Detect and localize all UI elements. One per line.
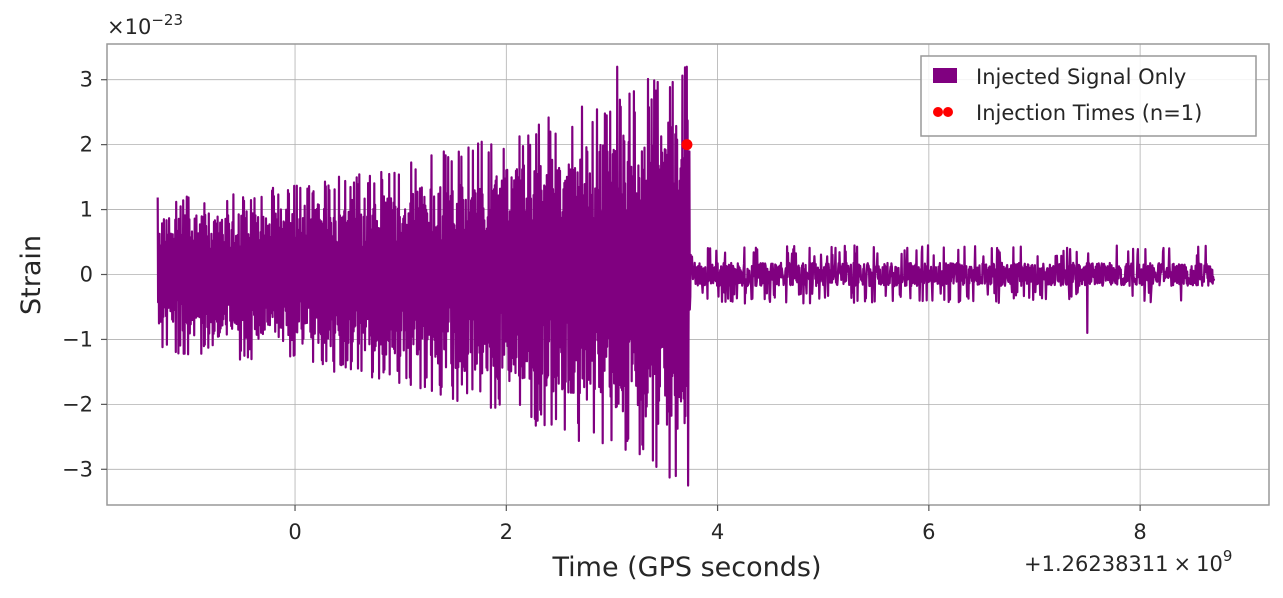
legend-frame	[920, 55, 1257, 137]
x-offset-label: +1.26238311 × 109	[1024, 547, 1232, 576]
legend-marker-injection-2	[943, 107, 953, 117]
x-tick-label: 4	[711, 520, 724, 544]
injection-marker	[681, 139, 693, 151]
signal-line	[156, 65, 1216, 487]
x-axis-label: Time (GPS seconds)	[551, 552, 821, 583]
plot-area	[156, 65, 1216, 487]
y-axis-label: Strain	[16, 235, 47, 315]
x-tick-label: 8	[1133, 520, 1146, 544]
y-tick-label: 0	[80, 263, 93, 287]
y-tick-label: 3	[80, 68, 93, 92]
x-tick-label: 0	[288, 520, 301, 544]
y-tick-label: −2	[62, 392, 93, 416]
legend-marker-injection-1	[933, 107, 943, 117]
legend-label-signal: Injected Signal Only	[976, 65, 1186, 89]
x-tick-label: 6	[922, 520, 935, 544]
legend-swatch-signal	[933, 68, 957, 83]
y-tick-label: 1	[80, 198, 93, 222]
legend: Injected Signal Only Injection Times (n=…	[920, 55, 1257, 137]
y-scale-factor: ×10−23	[107, 11, 183, 39]
y-tick-label: −3	[62, 457, 93, 481]
x-tick-label: 2	[500, 520, 513, 544]
y-tick-label: −1	[62, 327, 93, 351]
y-tick-label: 2	[80, 133, 93, 157]
legend-label-injection: Injection Times (n=1)	[976, 101, 1202, 125]
